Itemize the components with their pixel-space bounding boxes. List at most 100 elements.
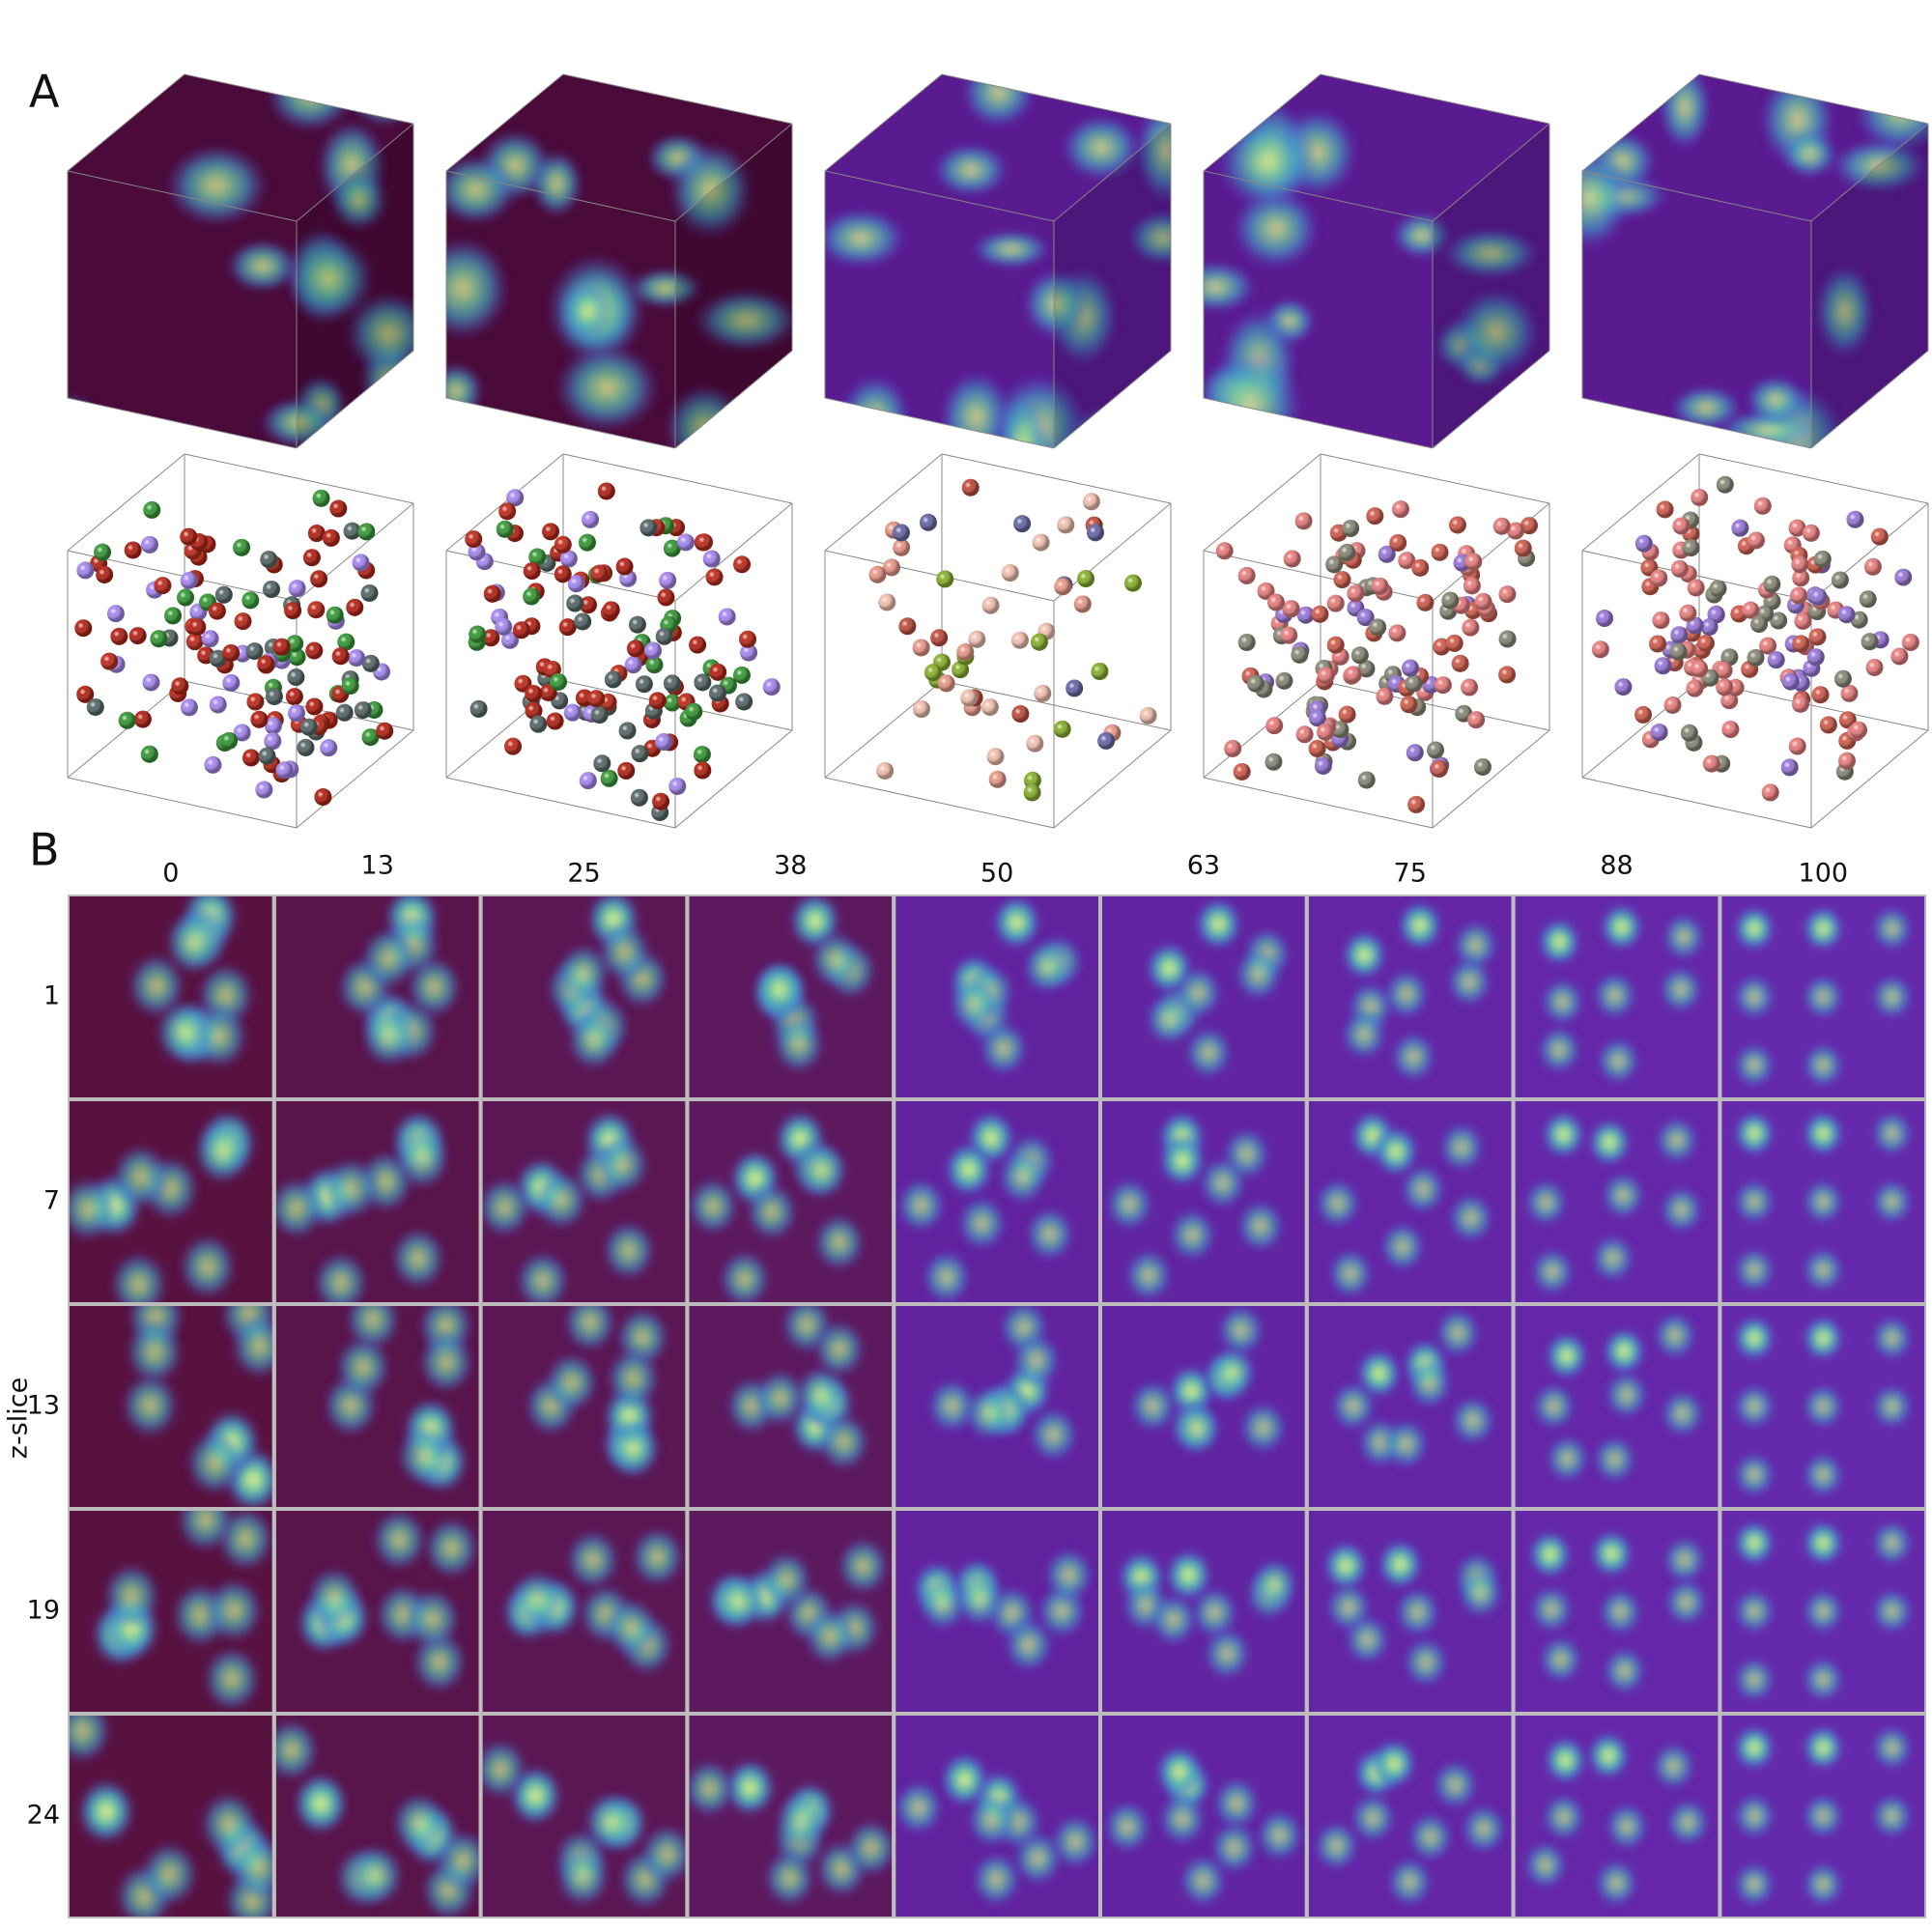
heatmap-blob [1604,1370,1649,1420]
density-blob [628,268,703,309]
particle-shine [709,663,727,681]
heatmap-blob [895,1177,947,1234]
particle-shine [626,639,644,658]
heatmap-blob [1605,1802,1650,1852]
particle-shine [718,608,736,626]
particle-shine [1709,580,1727,598]
density-cube [824,73,1172,449]
cube-edge [67,170,298,222]
particle-shine [1792,635,1810,653]
particle-shine [209,649,227,668]
particle-shine [352,554,370,572]
particle-shine [685,702,703,721]
heatmap-blob [1377,1538,1424,1590]
density-cube [1203,73,1550,449]
heatmap-blob [155,999,213,1065]
particle-shine [1280,626,1298,644]
particle-shine [1082,493,1100,511]
particle-shine [1264,753,1283,771]
heatmap-blob [229,1833,272,1900]
particle-shine [1656,500,1674,519]
particle-shine [702,550,721,568]
cube-edge [824,73,943,172]
particle-shine [1314,756,1332,775]
particle-shine [297,738,315,756]
particle-shine [694,761,712,780]
particle-shine [1366,507,1384,526]
heatmap-blob [176,1511,235,1553]
particle-shine [209,696,227,714]
heatmap-blob [1870,974,1914,1020]
cube-edge [1581,680,1700,779]
particle-shine [483,584,501,603]
heatmap-blob [1234,948,1283,1002]
particle-shine [1326,594,1345,612]
particle-shine [1663,696,1682,714]
density-blob [838,374,912,448]
particle-shine [1317,723,1335,741]
cell-border [1719,1099,1927,1304]
particle-shine [242,591,260,610]
particle-shine [322,528,340,547]
heatmap-blob [1596,1037,1641,1086]
heatmap-blob [997,1149,1048,1206]
particle-shine [1073,595,1092,613]
heatmap-cell [689,1716,893,1917]
density-blob [446,362,484,420]
cube-edge [1203,73,1321,172]
heatmap-blob [1802,1383,1845,1430]
heatmap-blob [1733,1179,1776,1225]
particle-shine [1311,605,1329,623]
particle-shine [663,674,681,693]
heatmap-cell [1308,1306,1512,1507]
particle-shine [1507,522,1525,540]
particle-shine [705,568,724,586]
heatmap-blob [391,1791,448,1856]
density-blob [165,144,269,227]
particle-shine [1809,587,1828,606]
particle-shine [1376,687,1394,705]
heatmap-blob [1660,1389,1705,1438]
particle-shine [307,601,326,619]
heatmap-blob [202,1646,261,1712]
heatmap-blob [1399,1163,1446,1215]
heatmap-blob [1733,1588,1776,1634]
particle-shine [133,710,152,728]
particle-shine [257,655,275,673]
heatmap-blob [1382,1418,1430,1470]
particle-shine [1032,533,1050,552]
heatmap-blob [293,1772,350,1835]
particle-shine [286,635,304,653]
particle-shine [1411,558,1430,577]
density-blob [1204,261,1258,314]
particle-shine [94,543,112,561]
particle-shine [1034,684,1052,702]
heatmap-cell [1721,1101,1925,1302]
particle-shine [1715,661,1733,679]
cube-edge [1698,73,1929,125]
heatmap-blob [1531,1381,1577,1432]
heatmap-blob [1406,1357,1453,1409]
density-blob [1391,212,1452,260]
heatmap-blob [510,1569,565,1631]
particle-shine [878,593,896,611]
cell-border [1306,1304,1514,1509]
heatmap-blob [1802,1315,1845,1362]
column-label: 63 [1187,851,1220,881]
heatmap-blob [128,952,186,1019]
particle-shine [1224,739,1242,757]
particle-shine [512,621,530,639]
heatmap-blob [1802,974,1845,1020]
particle-shine [154,577,172,595]
density-blob [1441,228,1540,279]
particle-shine [1237,633,1256,651]
density-blob [286,235,375,324]
particle-shine [1407,795,1426,813]
heatmap-blob [565,1529,620,1591]
particle-shine [1347,584,1365,603]
heatmap-blob [1438,1122,1486,1174]
particle-shine [1086,524,1104,542]
heatmap-cell [70,1716,272,1917]
heatmap-blob [1802,1861,1845,1908]
heatmap-blob [1592,1435,1637,1485]
